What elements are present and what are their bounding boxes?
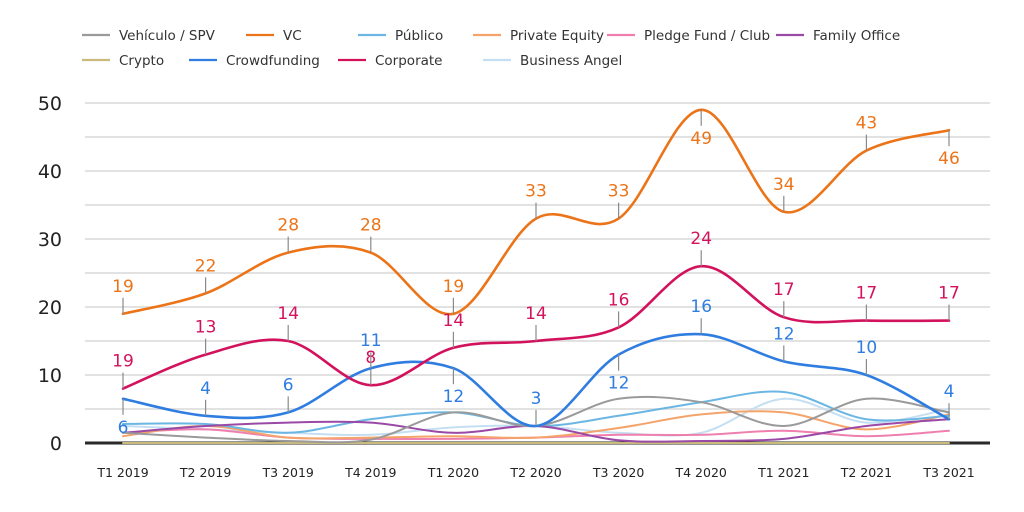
x-tick-label: T4 2020 (675, 465, 727, 480)
legend-label: Crypto (119, 53, 164, 69)
data-label-crowdfunding: 10 (856, 338, 878, 358)
data-label-crowdfunding: 6 (283, 375, 294, 395)
data-label-corporate: 14 (525, 304, 547, 324)
y-tick-label: 40 (38, 161, 62, 183)
data-label-crowdfunding: 11 (360, 331, 382, 351)
data-label-crowdfunding: 4 (200, 379, 211, 399)
data-label-corporate: 13 (195, 318, 217, 338)
data-label-vc: 33 (525, 182, 547, 202)
legend-item-crypto[interactable]: Crypto (82, 53, 164, 69)
data-label-crowdfunding: 4 (944, 382, 955, 402)
data-label-crowdfunding: 16 (690, 297, 712, 317)
y-tick-label: 50 (38, 93, 62, 115)
data-label-vc: 28 (360, 216, 382, 236)
data-label-crowdfunding: 12 (608, 374, 630, 394)
y-tick-label: 10 (38, 365, 62, 387)
data-label-vc: 22 (195, 256, 217, 276)
y-tick-label: 20 (38, 297, 62, 319)
gridlines (85, 102, 990, 410)
legend-label: VC (283, 28, 302, 44)
data-label-vc: 33 (608, 182, 630, 202)
data-label-vc: 34 (773, 175, 795, 195)
data-label-vc: 46 (938, 149, 960, 169)
legend-item-crowdfunding[interactable]: Crowdfunding (189, 53, 320, 69)
data-label-vc: 43 (856, 114, 878, 134)
x-tick-label: T1 2019 (96, 465, 148, 480)
legend-item-family-office[interactable]: Family Office (776, 28, 900, 44)
legend-label: Corporate (375, 53, 443, 69)
x-tick-label: T2 2021 (840, 465, 892, 480)
series-line-private-equity (122, 410, 950, 440)
x-tick-label: T2 2020 (509, 465, 561, 480)
y-tick-label: 0 (50, 433, 62, 455)
data-label-vc: 28 (277, 216, 299, 236)
legend-item-corporate[interactable]: Corporate (338, 53, 443, 69)
legend-label: Family Office (813, 28, 900, 44)
data-label-crowdfunding: 12 (443, 387, 465, 407)
x-tick-label: T1 2021 (757, 465, 809, 480)
data-label-corporate: 16 (608, 290, 630, 310)
data-label-corporate: 17 (773, 280, 795, 300)
legend-label: Pledge Fund / Club (644, 28, 770, 44)
x-tick-label: T2 2019 (179, 465, 231, 480)
legend-item-vehiculo-spv[interactable]: Vehículo / SPV (82, 28, 216, 44)
data-label-vc: 19 (443, 277, 465, 297)
x-tick-label: T3 2020 (592, 465, 644, 480)
legend-label: Business Angel (520, 53, 622, 69)
data-label-crowdfunding: 12 (773, 324, 795, 344)
data-label-crowdfunding: 3 (531, 389, 542, 409)
data-label-vc: 19 (112, 277, 134, 297)
data-label-vc: 49 (690, 129, 712, 149)
x-axis: T1 2019 T2 2019 T3 2019 T4 2019 T1 2020 T2 20… (96, 465, 974, 480)
legend: Vehículo / SPV VC Público Private Equity Ple… (82, 28, 900, 69)
legend-item-publico[interactable]: Público (358, 28, 443, 44)
x-tick-label: T3 2019 (262, 465, 314, 480)
y-tick-label: 30 (38, 229, 62, 251)
data-label-corporate: 24 (690, 229, 712, 249)
legend-item-business-angel[interactable]: Business Angel (483, 53, 622, 69)
legend-label: Crowdfunding (226, 53, 320, 69)
legend-label: Private Equity (510, 28, 604, 44)
legend-label: Vehículo / SPV (119, 28, 216, 44)
x-tick-label: T3 2021 (922, 465, 974, 480)
legend-item-private-equity[interactable]: Private Equity (473, 28, 604, 44)
data-label-crowdfunding: 6 (118, 418, 129, 438)
legend-item-vc[interactable]: VC (246, 28, 302, 44)
legend-label: Público (395, 28, 443, 44)
data-label-corporate: 14 (443, 311, 465, 331)
series-line-vc (121, 108, 951, 316)
x-tick-label: T4 2019 (344, 465, 396, 480)
data-label-corporate: 14 (277, 304, 299, 324)
data-label-corporate: 17 (938, 284, 960, 304)
data-label-corporate: 19 (112, 352, 134, 372)
x-tick-label: T1 2020 (427, 465, 479, 480)
legend-item-pledge-fund-club[interactable]: Pledge Fund / Club (607, 28, 770, 44)
data-label-corporate: 17 (856, 284, 878, 304)
